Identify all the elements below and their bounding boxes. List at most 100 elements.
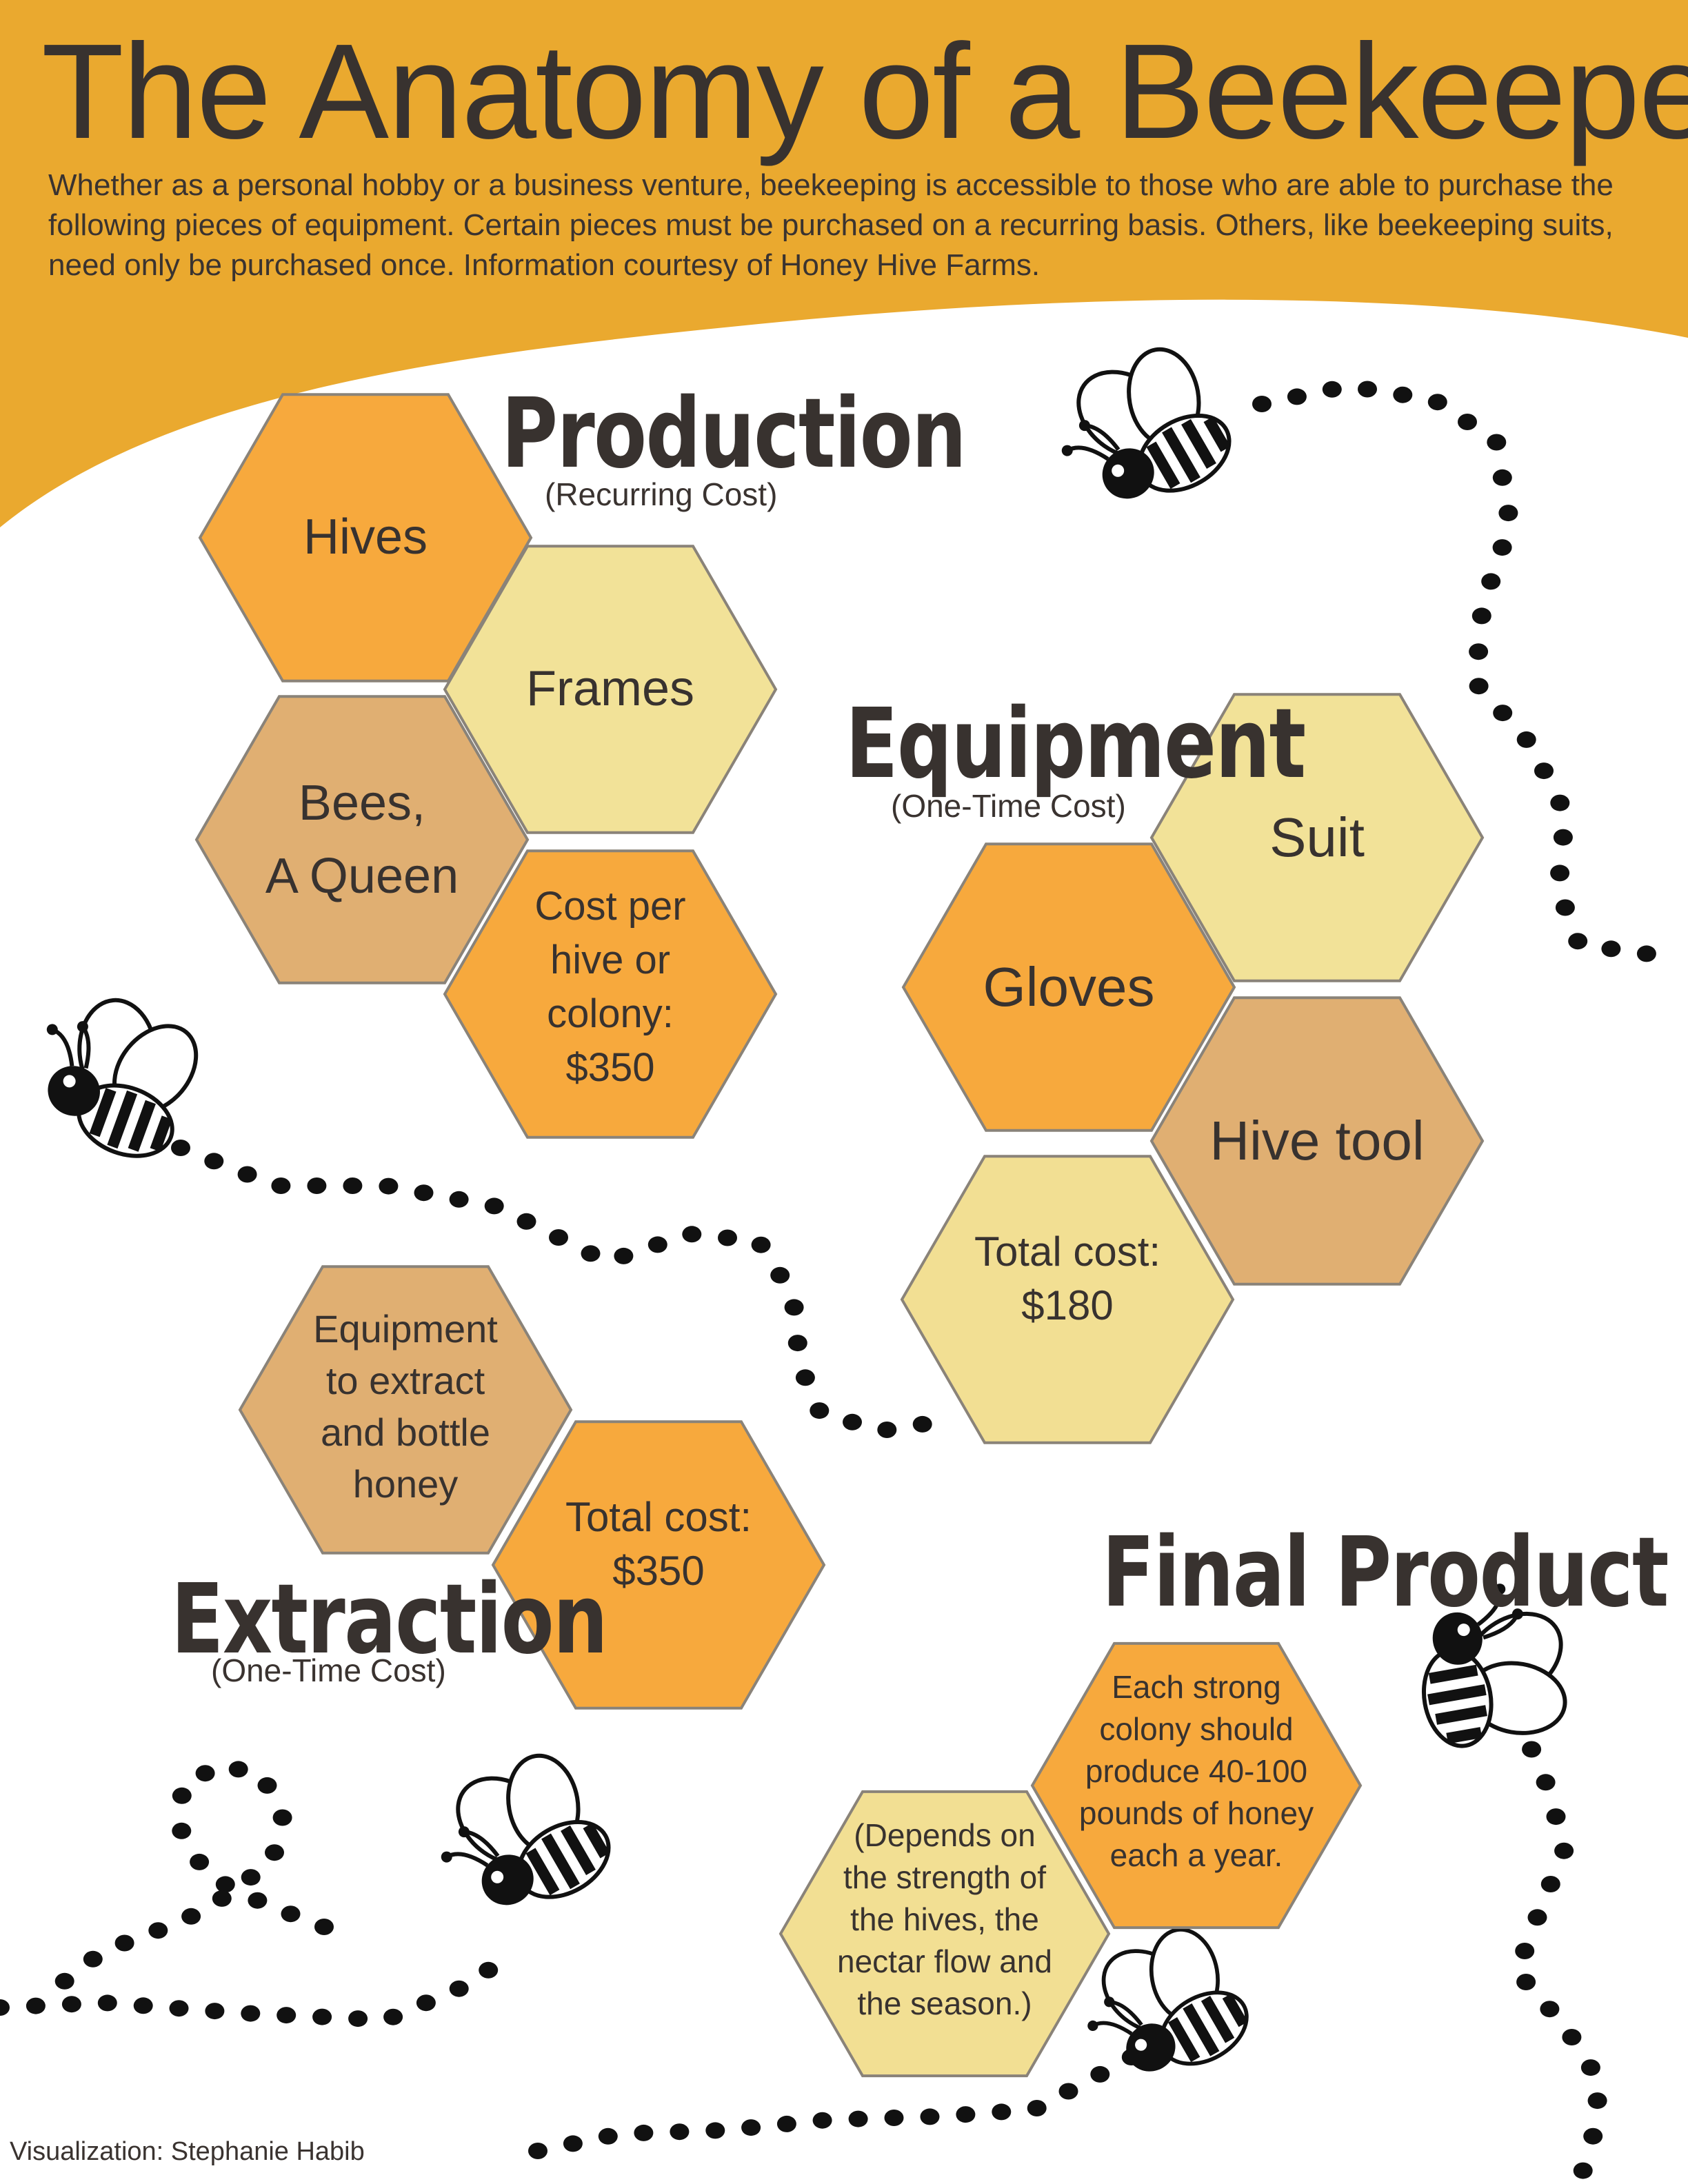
- equipment-subheading: (One-Time Cost): [891, 788, 1126, 824]
- trail-dot: [812, 2112, 832, 2129]
- trail-middle-left: [171, 1140, 932, 1438]
- trail-dot: [1492, 469, 1512, 486]
- trail-dot: [171, 1140, 190, 1156]
- bee-icon: [1087, 1928, 1249, 2072]
- trail-dot: [205, 2003, 225, 2020]
- trail-dot: [634, 2124, 654, 2141]
- trail-dot: [741, 2119, 761, 2136]
- trail-dot: [1516, 731, 1536, 748]
- trail-dot: [1534, 762, 1554, 780]
- trail-dot: [172, 1787, 192, 1804]
- trail-dot: [912, 1415, 932, 1433]
- trail-dot: [1580, 2059, 1600, 2076]
- trail-dot: [414, 1184, 434, 1202]
- trail-dot: [1322, 381, 1342, 398]
- hex-extraction-cost: [491, 1420, 826, 1710]
- trail-dot: [920, 2108, 940, 2125]
- trail-dot: [787, 1335, 807, 1352]
- bee-icon: [1421, 1584, 1567, 1748]
- trail-dot: [241, 2005, 261, 2022]
- trail-dot: [1393, 386, 1413, 403]
- hex-bees-queen: [194, 695, 530, 984]
- bee-icon: [1061, 347, 1232, 499]
- trail-dot: [1516, 1974, 1536, 1990]
- hex-frames: [443, 545, 778, 834]
- trail-dot: [884, 2110, 904, 2126]
- extraction-heading: Extraction: [171, 1564, 608, 1676]
- trail-dot: [484, 1197, 504, 1215]
- trail-dot: [705, 2122, 725, 2139]
- trail-dot: [682, 1226, 702, 1243]
- trail-dot: [516, 1213, 536, 1230]
- trail-dot: [1471, 607, 1491, 625]
- trail-dot: [416, 1994, 436, 2012]
- trail-dot: [1287, 388, 1307, 405]
- trail-dot: [204, 1153, 224, 1170]
- trail-dot: [26, 1997, 46, 2014]
- trail-dot: [449, 1191, 469, 1208]
- trail-dot: [148, 1922, 168, 1939]
- trail-dot: [1358, 381, 1377, 398]
- trail-dot: [1568, 933, 1588, 950]
- trail-dot: [1493, 705, 1513, 722]
- trail-dot: [1515, 1943, 1535, 1959]
- trail-dot: [133, 1997, 153, 2014]
- trail-dot: [271, 1177, 291, 1194]
- trail-dot: [379, 1177, 399, 1195]
- trail-dot: [1498, 505, 1518, 522]
- trail-dot: [848, 2110, 868, 2127]
- trail-dot: [1587, 2092, 1607, 2110]
- trail-dot: [776, 2115, 796, 2132]
- intro-paragraph: Whether as a personal hobby or a busines…: [48, 168, 1614, 282]
- trail-dot: [1522, 1741, 1542, 1758]
- trail-dot: [83, 1950, 103, 1968]
- trail-dot: [195, 1765, 215, 1782]
- trail-dot: [1554, 1842, 1574, 1859]
- trail-dot: [1601, 940, 1621, 958]
- hex-production-cost: [443, 849, 778, 1139]
- trail-dot: [312, 2008, 332, 2025]
- trail-dot: [1553, 829, 1573, 846]
- trail-dot: [549, 1229, 568, 1246]
- trail-dot: [343, 1177, 363, 1194]
- trail-dot: [1027, 2100, 1047, 2116]
- trail-dot: [1636, 945, 1656, 962]
- trail-dot: [61, 1996, 81, 2013]
- bees: [46, 347, 1567, 2072]
- trail-dot: [241, 1869, 261, 1886]
- trail-dot: [1058, 2083, 1078, 2100]
- trail-dot: [795, 1369, 815, 1386]
- trail-dot: [598, 2127, 618, 2145]
- trail-dot: [784, 1299, 804, 1316]
- trail-dot: [314, 1919, 334, 1935]
- trail-dot: [1573, 2162, 1593, 2179]
- trail-dot: [563, 2135, 583, 2152]
- header-banner: [0, 0, 1688, 527]
- trail-dot: [1555, 899, 1575, 916]
- production-subheading: (Recurring Cost): [545, 476, 778, 512]
- trail-dot: [528, 2143, 547, 2159]
- trail-dot: [172, 1822, 192, 1839]
- equipment-heading: Equipment: [845, 688, 1306, 800]
- trail-dot: [348, 2010, 368, 2028]
- trail-dot: [1469, 678, 1489, 695]
- bee-icon: [46, 998, 199, 1158]
- trail-dot: [237, 1166, 257, 1183]
- page-title: The Anatomy of a Beekeeper: [41, 16, 1688, 167]
- trail-dot: [770, 1266, 790, 1284]
- trail-dot: [751, 1236, 771, 1253]
- trail-dot: [54, 1972, 74, 1990]
- footer-credit: Visualization: Stephanie Habib: [10, 2137, 365, 2166]
- trail-dot: [1481, 573, 1501, 590]
- trail-dot: [581, 1245, 601, 1262]
- trail-dot: [877, 1422, 897, 1438]
- trail-top-right: [1252, 381, 1656, 962]
- trail-dot: [1536, 1774, 1556, 1791]
- hex-final-yield: [1030, 1641, 1363, 1930]
- final-product-heading: Final Product: [1102, 1517, 1669, 1629]
- hex-extraction-equipment: [238, 1265, 573, 1555]
- trail-dot: [248, 1892, 268, 1909]
- production-heading: Production: [501, 378, 967, 490]
